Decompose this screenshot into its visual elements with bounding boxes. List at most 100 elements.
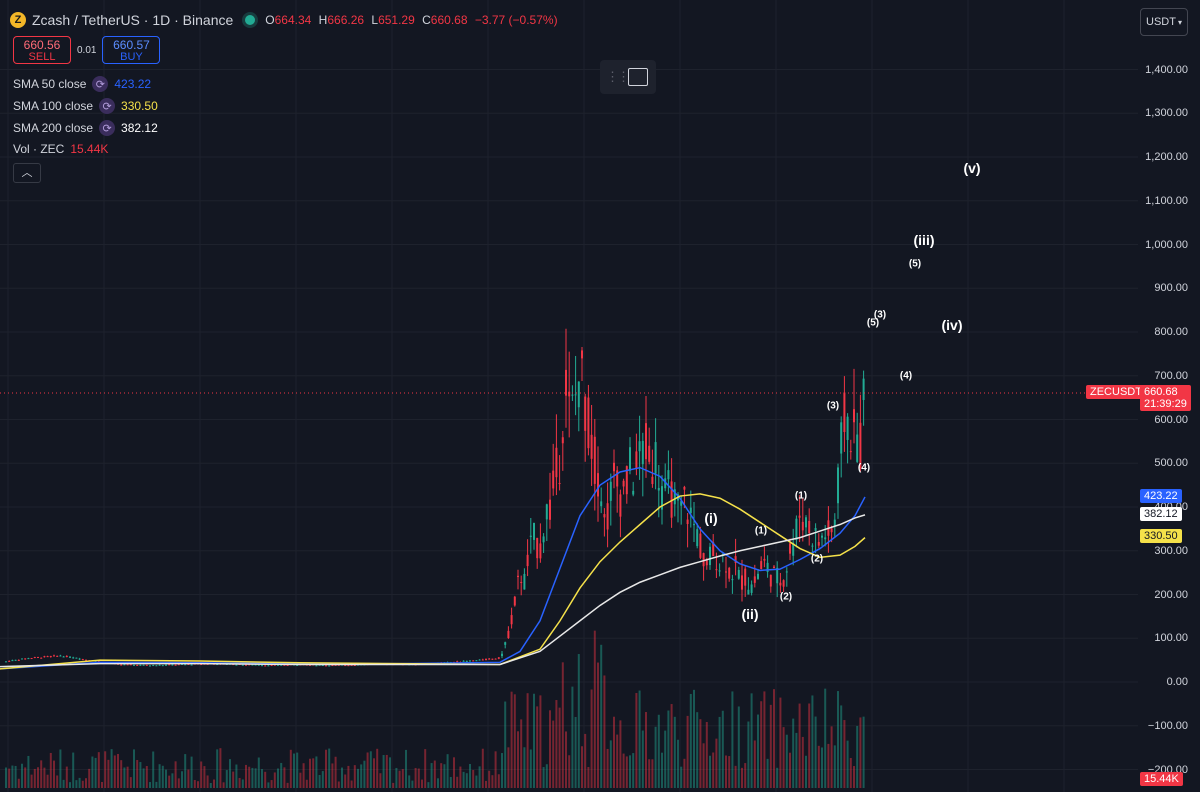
volume-bar: [440, 763, 443, 788]
elliott-wave-label[interactable]: (i): [704, 509, 718, 526]
candle-body: [190, 664, 193, 666]
candle-body: [789, 543, 791, 554]
candle-body: [795, 518, 798, 540]
volume-bar: [798, 703, 801, 788]
candle-body: [805, 517, 807, 528]
volume-bar: [459, 766, 462, 788]
volume-bar: [24, 767, 27, 788]
indicator-volume[interactable]: Vol · ZEC 15.44K: [13, 142, 108, 156]
volume-bar: [248, 766, 251, 788]
candle-body: [744, 568, 747, 586]
indicator-sma200[interactable]: SMA 200 close ⟳ 382.12: [13, 120, 158, 136]
candle-body: [798, 515, 801, 518]
volume-bar: [661, 752, 663, 788]
volume-bar: [91, 756, 94, 788]
volume-bar: [446, 754, 449, 788]
candle-body: [315, 665, 318, 667]
candle-body: [545, 504, 548, 520]
sell-button[interactable]: 660.56 SELL: [13, 36, 71, 64]
candle-body: [705, 560, 708, 566]
elliott-wave-label[interactable]: (5): [866, 317, 880, 329]
volume-bar: [648, 759, 651, 788]
candle-body: [59, 655, 62, 657]
candle-body: [641, 440, 644, 465]
volume-bar: [88, 768, 91, 788]
candle-body: [520, 581, 523, 583]
candle-body: [629, 447, 631, 471]
candle-body: [533, 522, 535, 540]
candle-body: [171, 664, 174, 666]
candle-body: [270, 665, 273, 667]
buy-button[interactable]: 660.57 BUY: [102, 36, 161, 64]
image-icon[interactable]: [628, 68, 648, 86]
elliott-wave-label[interactable]: (2): [779, 591, 793, 603]
candle-body: [475, 660, 478, 662]
volume-bar: [382, 755, 385, 788]
volume-bar: [789, 752, 791, 788]
floating-toolbar[interactable]: ⋮⋮: [600, 60, 656, 94]
candle-body: [254, 664, 257, 666]
candle-body: [161, 665, 164, 667]
symbol-title[interactable]: Zcash / TetherUS · 1D · Binance: [32, 12, 234, 28]
volume-bar: [94, 757, 97, 788]
close-label: C: [422, 13, 431, 27]
volume-bar: [443, 764, 446, 788]
elliott-wave-label[interactable]: (iv): [941, 316, 963, 333]
candle-body: [139, 664, 142, 666]
elliott-wave-label[interactable]: (1): [794, 490, 808, 502]
volume-bar: [677, 739, 679, 788]
candle-body: [837, 467, 839, 504]
elliott-wave-label[interactable]: (3): [826, 400, 840, 412]
currency-select[interactable]: USDT ▾: [1140, 8, 1188, 36]
volume-bar: [318, 774, 321, 788]
elliott-wave-label[interactable]: (1): [754, 525, 768, 537]
indicator-sma100[interactable]: SMA 100 close ⟳ 330.50: [13, 98, 158, 114]
chevron-down-icon: ▾: [1177, 17, 1182, 27]
volume-bar: [680, 766, 683, 788]
candle-body: [712, 542, 715, 557]
elliott-wave-label[interactable]: (iii): [913, 232, 935, 249]
volume-bar: [705, 721, 708, 788]
volume-bar: [289, 749, 292, 788]
volume-bar: [811, 695, 814, 788]
indicator-sma50[interactable]: SMA 50 close ⟳ 423.22: [13, 76, 151, 92]
elliott-wave-label[interactable]: (2): [810, 553, 824, 565]
volume-bar: [142, 768, 145, 788]
volume-bar: [321, 771, 324, 788]
elliott-wave-label[interactable]: (ii): [741, 606, 759, 623]
high-label: H: [318, 13, 328, 27]
volume-bar: [526, 693, 529, 788]
elliott-wave-label[interactable]: (4): [899, 370, 913, 382]
volume-bar: [469, 763, 471, 788]
volume-bar: [494, 751, 497, 788]
elliott-wave-label[interactable]: (4): [857, 462, 871, 474]
volume-bar: [373, 758, 375, 788]
volume-bar: [568, 755, 571, 788]
elliott-wave-label[interactable]: (3): [873, 309, 887, 320]
volume-bar: [613, 716, 615, 788]
elliott-wave-label[interactable]: (5): [908, 258, 922, 270]
candle-body: [747, 589, 750, 595]
volume-bar: [353, 765, 356, 788]
volume-bar: [11, 765, 14, 788]
volume-bar: [315, 756, 318, 788]
volume-bar: [840, 705, 843, 788]
volume-bar: [8, 768, 11, 788]
candle-body: [603, 514, 606, 518]
elliott-wave-label[interactable]: (v): [963, 159, 981, 176]
volume-bar: [411, 780, 414, 788]
volume-bar: [193, 779, 196, 788]
volume-bar: [101, 781, 103, 788]
price-axis-tick: −100.00: [1147, 719, 1188, 732]
volume-bar: [856, 725, 859, 788]
volume-bar: [219, 748, 222, 788]
collapse-indicators-button[interactable]: ︿: [13, 163, 41, 183]
candle-body: [187, 663, 190, 665]
drag-handle-icon[interactable]: ⋮⋮: [606, 69, 630, 84]
volume-bar: [341, 767, 343, 788]
candle-body: [654, 442, 657, 474]
price-axis-tick: 800.00: [1154, 326, 1188, 338]
symbol-price-tag: ZECUSDT: [1086, 384, 1146, 399]
volume-bar: [184, 754, 187, 788]
